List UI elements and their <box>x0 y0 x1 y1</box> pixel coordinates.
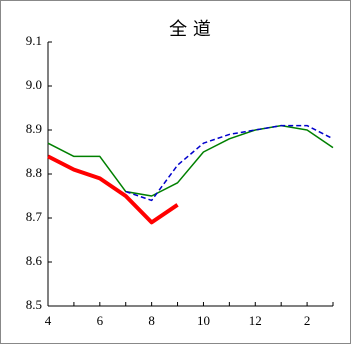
x-tick-label: 12 <box>249 313 262 328</box>
x-tick-label: 10 <box>197 313 210 328</box>
y-tick-label: 8.7 <box>26 209 43 224</box>
y-tick-label: 8.5 <box>26 297 42 312</box>
y-tick-label: 8.9 <box>26 121 42 136</box>
line-series <box>47 154 179 225</box>
x-tick-label: 2 <box>304 313 311 328</box>
y-tick-label: 9.0 <box>26 77 42 92</box>
y-tick-label: 8.6 <box>26 253 43 268</box>
x-tick-label: 8 <box>148 313 155 328</box>
y-tick-label: 9.1 <box>26 33 42 48</box>
line-series <box>47 124 334 197</box>
line-series <box>125 124 334 202</box>
x-tick-label: 4 <box>45 313 52 328</box>
x-tick-label: 6 <box>97 313 104 328</box>
y-tick-label: 8.8 <box>26 165 42 180</box>
chart-title: 全 道 <box>169 19 211 40</box>
